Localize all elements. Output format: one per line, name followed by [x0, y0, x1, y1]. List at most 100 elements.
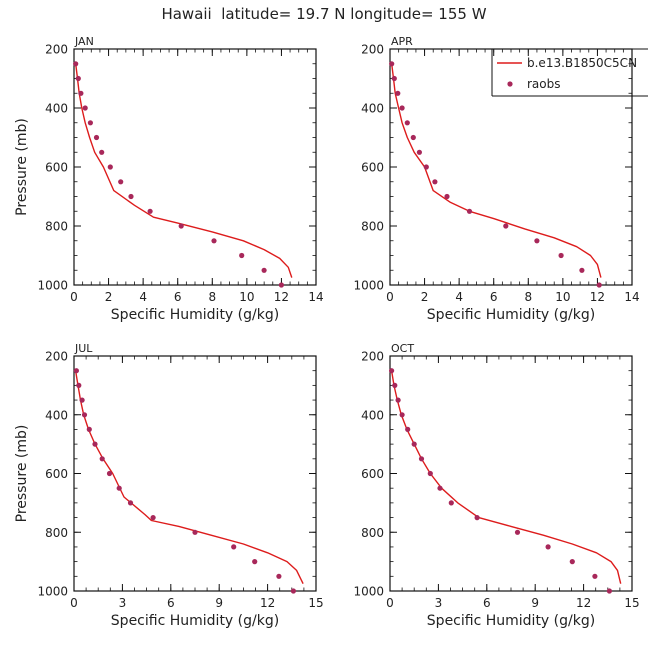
raobs-point — [395, 397, 401, 403]
raobs-point — [128, 193, 134, 200]
raobs-point — [534, 238, 540, 244]
raobs-point — [399, 412, 405, 418]
model-line — [75, 63, 293, 278]
x-tick-label: 8 — [208, 290, 216, 304]
y-tick-label: 200 — [361, 43, 384, 57]
raobs-point — [73, 61, 79, 67]
x-tick-label: 3 — [119, 596, 127, 610]
x-axis-label: Specific Humidity (g/kg) — [427, 613, 595, 629]
y-tick-label: 800 — [45, 220, 68, 234]
raobs-point — [99, 149, 105, 155]
raobs-point — [514, 529, 521, 535]
raobs-point — [596, 282, 602, 288]
raobs-point — [239, 252, 245, 259]
raobs-point — [92, 441, 98, 447]
y-tick-label: 200 — [45, 43, 68, 57]
raobs-point — [75, 75, 81, 82]
raobs-point — [81, 412, 88, 418]
raobs-point — [79, 397, 85, 403]
raobs-point — [606, 588, 613, 594]
panel-label: JUL — [74, 342, 93, 355]
raobs-point — [106, 470, 113, 477]
x-tick-label: 3 — [435, 596, 443, 610]
panel-label: OCT — [391, 342, 414, 355]
model-line — [74, 370, 304, 585]
y-tick-label: 1000 — [37, 585, 68, 599]
y-tick-label: 600 — [45, 467, 68, 481]
raobs-point — [569, 559, 575, 565]
raobs-point — [87, 120, 93, 126]
chart-panel-jul: 0 3 6 9 12 15 200 400 600 800 1000 JUL Specific Humi… — [14, 342, 324, 629]
raobs-point — [391, 75, 397, 82]
raobs-point — [150, 515, 156, 521]
raobs-point — [423, 164, 429, 170]
x-tick-label: 9 — [531, 596, 539, 610]
raobs-point — [404, 120, 410, 126]
raobs-point — [579, 267, 585, 273]
raobs-point — [93, 134, 100, 141]
x-tick-label: 2 — [421, 290, 429, 304]
raobs-point — [107, 164, 113, 170]
raobs-point — [278, 282, 284, 288]
raobs-point — [503, 223, 509, 229]
raobs-point — [231, 544, 237, 550]
plot-frame — [389, 355, 633, 592]
x-tick-label: 10 — [555, 290, 570, 304]
x-tick-label: 8 — [524, 290, 532, 304]
y-axis-label: Pressure (mb) — [14, 118, 30, 216]
x-tick-label: 15 — [308, 596, 323, 610]
x-tick-label: 2 — [105, 290, 113, 304]
legend: b.e13.B1850C5CN raobs — [491, 48, 648, 97]
x-tick-label: 0 — [70, 290, 78, 304]
x-tick-label: 6 — [490, 290, 498, 304]
y-tick-label: 1000 — [353, 585, 384, 599]
raobs-point — [399, 105, 405, 111]
raobs-point — [276, 573, 282, 579]
y-tick-label: 200 — [361, 350, 384, 364]
x-tick-label: 14 — [308, 290, 323, 304]
model-line — [390, 370, 622, 584]
panel-label: APR — [391, 35, 413, 48]
y-tick-label: 600 — [361, 467, 384, 481]
chart-panel-oct: 0 3 6 9 12 15 200 400 600 800 1000 OCT Specific Humi… — [353, 342, 639, 629]
raobs-point — [444, 193, 450, 200]
legend-model-label: b.e13.B1850C5CN — [527, 56, 637, 70]
raobs-point — [389, 368, 395, 374]
raobs-point — [416, 149, 422, 155]
x-tick-label: 14 — [624, 290, 639, 304]
raobs-point — [395, 90, 401, 96]
raobs-point — [410, 134, 416, 141]
raobs-point — [405, 426, 411, 432]
raobs-point — [448, 500, 454, 506]
raobs-point — [411, 441, 417, 447]
x-axis-label: Specific Humidity (g/kg) — [427, 307, 595, 323]
x-tick-label: 6 — [483, 596, 491, 610]
panel-label: JAN — [74, 35, 94, 48]
raobs-point — [178, 223, 184, 229]
x-tick-label: 0 — [70, 596, 78, 610]
raobs-point — [86, 426, 92, 432]
x-tick-label: 10 — [239, 290, 254, 304]
raobs-point — [474, 515, 480, 521]
raobs-point — [437, 485, 443, 491]
y-tick-label: 1000 — [353, 279, 384, 293]
x-tick-label: 9 — [215, 596, 223, 610]
raobs-point — [118, 179, 124, 185]
raobs-point — [192, 529, 198, 535]
raobs-point — [432, 179, 438, 185]
y-tick-label: 400 — [45, 102, 68, 116]
y-tick-label: 600 — [361, 161, 384, 175]
x-tick-label: 0 — [386, 596, 394, 610]
figure-title: Hawaii latitude= 19.7 N longitude= 155 W — [161, 5, 487, 23]
raobs-point — [127, 500, 134, 506]
raobs-point — [76, 382, 82, 388]
y-tick-label: 200 — [45, 350, 68, 364]
y-tick-label: 400 — [45, 408, 68, 422]
y-axis-label: Pressure (mb) — [14, 425, 30, 523]
y-tick-label: 800 — [45, 526, 68, 540]
raobs-point — [545, 544, 551, 550]
raobs-point — [290, 588, 296, 594]
y-tick-label: 800 — [361, 220, 384, 234]
y-tick-label: 400 — [361, 408, 384, 422]
model-line — [391, 63, 602, 278]
